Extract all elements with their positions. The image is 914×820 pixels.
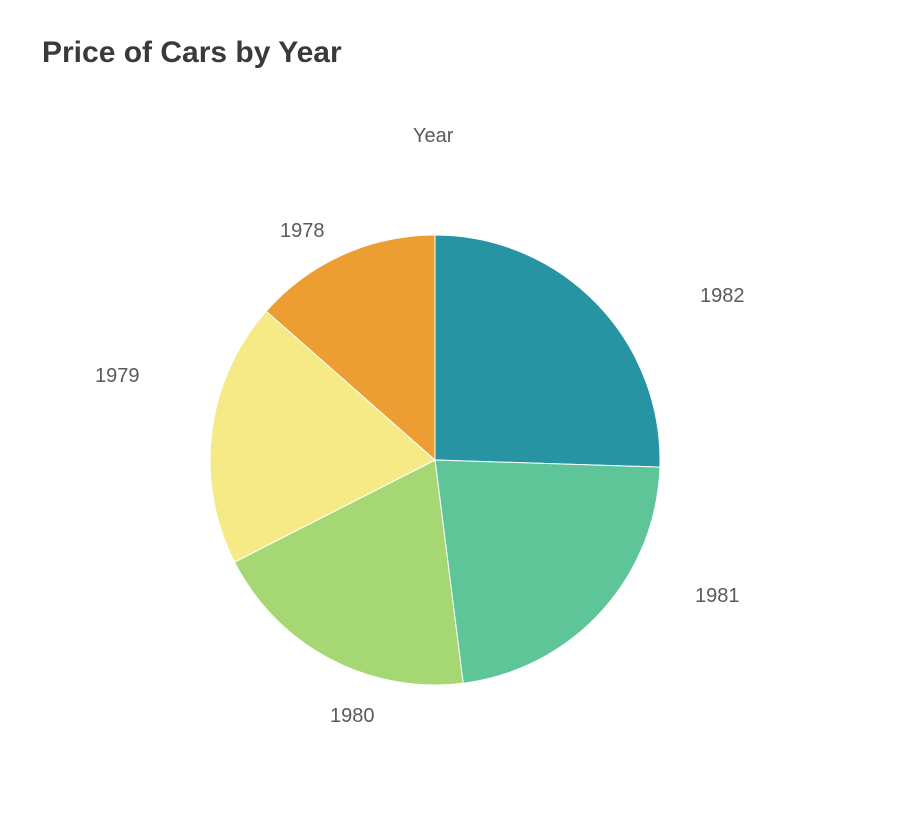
slice-label-1979: 1979 xyxy=(95,365,140,388)
slice-label-1982: 1982 xyxy=(700,285,745,308)
chart-title: Price of Cars by Year xyxy=(0,0,914,70)
pie-chart xyxy=(0,70,914,820)
pie-chart-container: Year 1982 1981 1980 1979 1978 xyxy=(0,70,914,770)
pie-slice-1982 xyxy=(435,235,660,467)
slice-label-1981: 1981 xyxy=(695,585,740,608)
category-label: Year xyxy=(413,125,453,148)
slice-label-1980: 1980 xyxy=(330,705,375,728)
pie-slice-1981 xyxy=(435,460,660,683)
slice-label-1978: 1978 xyxy=(280,220,325,243)
